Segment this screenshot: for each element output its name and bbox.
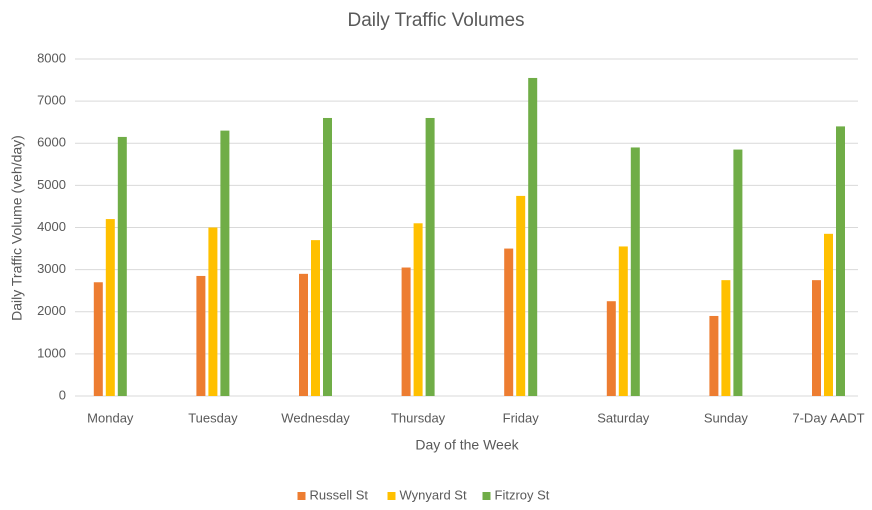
y-tick-label: 8000: [37, 50, 66, 65]
bar: [836, 126, 845, 397]
x-tick-label: Wednesday: [281, 410, 350, 425]
y-tick-label: 3000: [37, 261, 66, 276]
legend-swatch: [297, 492, 306, 500]
x-tick-label: Monday: [87, 410, 134, 425]
legend-swatch: [387, 492, 396, 500]
bar: [105, 219, 115, 396]
y-tick-label: 7000: [37, 93, 66, 108]
bar: [824, 233, 833, 396]
bar: [311, 240, 320, 396]
bar: [812, 280, 821, 396]
y-tick-label: 2000: [37, 303, 66, 318]
x-tick-label: 7-Day AADT: [792, 410, 864, 425]
bar: [733, 149, 743, 396]
bar: [721, 280, 731, 396]
chart-title: Daily Traffic Volumes: [347, 10, 524, 31]
y-tick-label: 4000: [37, 219, 66, 234]
legend-swatch: [482, 492, 491, 500]
bar: [413, 223, 423, 396]
bar: [618, 246, 628, 396]
legend-label: Wynyard St: [400, 487, 467, 502]
bar: [93, 282, 103, 396]
bar: [516, 195, 526, 396]
x-tick-label: Friday: [503, 410, 540, 425]
bar: [220, 130, 230, 397]
y-tick-label: 1000: [37, 345, 66, 360]
bar: [630, 147, 640, 396]
x-tick-label: Saturday: [597, 410, 650, 425]
bar: [208, 227, 218, 396]
bar: [117, 136, 127, 396]
x-axis-title: Day of the Week: [415, 437, 519, 453]
y-tick-label: 6000: [37, 135, 66, 150]
bar: [401, 267, 411, 396]
bar: [299, 273, 308, 396]
y-tick-label: 0: [59, 387, 66, 402]
legend-label: Fitzroy St: [495, 487, 550, 502]
bar: [709, 315, 719, 396]
legend-label: Russell St: [310, 487, 369, 502]
bar: [606, 301, 616, 396]
x-tick-label: Sunday: [704, 410, 749, 425]
bar: [425, 117, 435, 396]
bar: [504, 248, 514, 396]
y-tick-label: 5000: [37, 177, 66, 192]
bar: [323, 117, 332, 396]
x-tick-label: Tuesday: [188, 410, 238, 425]
bar: [196, 275, 206, 396]
y-axis-title: Daily Traffic Volume (veh/day): [9, 135, 25, 321]
x-tick-label: Thursday: [391, 410, 446, 425]
bar: [528, 77, 538, 397]
